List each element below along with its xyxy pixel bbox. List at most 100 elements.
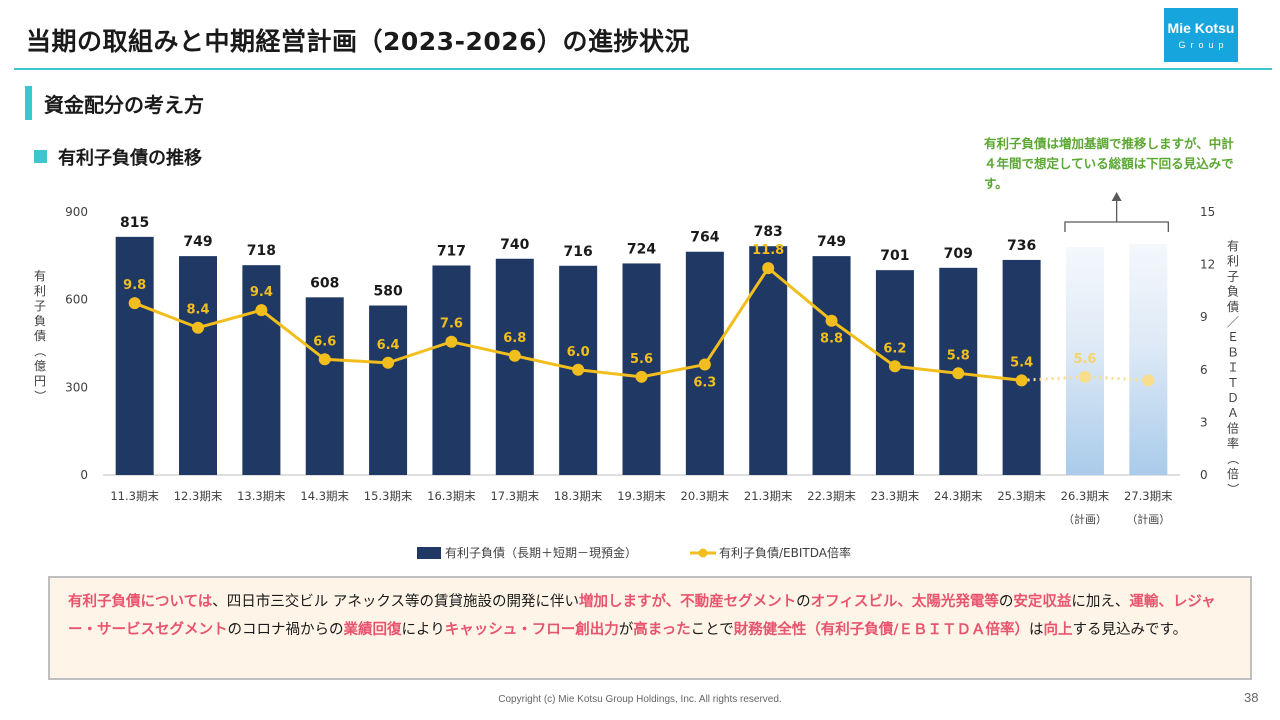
y-right-axis-label: Ａ — [1227, 406, 1239, 420]
ratio-point — [508, 349, 521, 362]
ratio-point — [445, 335, 458, 348]
y-right-tick-label: 0 — [1200, 468, 1208, 482]
bar-value-label: 783 — [754, 224, 783, 240]
y-left-axis-label: 有 — [34, 269, 46, 283]
y-left-axis-label: 利 — [34, 284, 46, 298]
y-right-axis-label: ／ — [1227, 315, 1239, 329]
bar — [432, 265, 471, 475]
bar-value-label: 749 — [183, 234, 212, 250]
summary-segment: のコロナ禍からの — [227, 621, 344, 638]
planned-bar — [1129, 244, 1168, 475]
bar — [369, 305, 408, 475]
y-right-axis-label: 倍 — [1227, 466, 1239, 481]
bar — [622, 263, 661, 475]
summary-segment: 増加しますが、不動産セグメント — [578, 594, 797, 610]
ratio-point — [255, 304, 268, 317]
x-tick-label: 25.3期末 — [997, 489, 1046, 503]
ratio-value-label: 6.8 — [503, 331, 526, 346]
bar — [242, 265, 281, 475]
summary-box: 有利子負債については、四日市三交ビル アネックス等の賃貸施設の開発に伴い増加しま… — [48, 576, 1252, 680]
y-right-tick-label: 3 — [1200, 415, 1208, 429]
bar-value-label: 736 — [1007, 238, 1036, 254]
ratio-value-label: 11.8 — [752, 243, 784, 258]
summary-segment: の — [796, 594, 811, 610]
bar — [749, 246, 788, 475]
ratio-value-label: 8.8 — [820, 332, 843, 347]
summary-segment: 業績回復 — [343, 621, 402, 638]
ratio-point — [762, 262, 775, 275]
bar-value-label: 608 — [310, 275, 339, 291]
x-tick-label: 22.3期末 — [807, 489, 856, 503]
ratio-point — [635, 370, 648, 383]
legend-bar-label: 有利子負債（長期＋短期－現預金） — [445, 545, 637, 560]
bar-value-label: 701 — [880, 248, 909, 264]
summary-segment: 有利子負債については — [68, 594, 213, 610]
section-accent-bar — [25, 86, 32, 120]
bar — [305, 297, 344, 475]
planned-bar — [1065, 247, 1104, 475]
plan-bracket — [1064, 221, 1169, 232]
x-tick-label: 16.3期末 — [427, 489, 476, 503]
page-title: 当期の取組みと中期経営計画（2023-2026）の進捗状況 — [26, 27, 691, 56]
legend-bar-swatch — [417, 547, 441, 559]
ratio-point — [128, 297, 141, 310]
summary-segment: キャッシュ・フロー創出力 — [444, 621, 619, 638]
y-right-axis-label: （ — [1226, 453, 1240, 465]
x-tick-label: 26.3期末 — [1061, 489, 1110, 503]
y-left-axis-label: ） — [33, 390, 47, 402]
x-tick-label: 21.3期末 — [744, 489, 793, 503]
y-right-tick-label: 15 — [1200, 205, 1215, 219]
ratio-point — [318, 353, 331, 366]
summary-segment: 運輸、レジャー・サービスセグメント — [68, 594, 1216, 638]
ratio-value-label: 5.6 — [1073, 352, 1096, 367]
summary-segment: により — [401, 621, 445, 638]
bar-value-label: 716 — [564, 244, 593, 260]
summary-segment: 安定収益 — [1013, 594, 1072, 610]
x-tick-label: 14.3期末 — [300, 489, 349, 503]
y-right-tick-label: 6 — [1200, 363, 1208, 377]
summary-segment: が — [618, 621, 634, 638]
bar-value-label: 718 — [247, 243, 276, 259]
subtitle-square-icon — [34, 150, 47, 163]
y-right-axis-label: 倍 — [1227, 420, 1239, 435]
y-left-axis-label: 子 — [34, 299, 46, 313]
ratio-point — [698, 358, 711, 371]
bar-value-label: 724 — [627, 241, 656, 257]
ratio-value-label: 9.8 — [123, 278, 146, 293]
ratio-value-label: 5.4 — [1010, 355, 1033, 370]
bar-value-label: 740 — [500, 237, 529, 253]
ratio-value-label: 5.6 — [630, 352, 653, 367]
x-tick-label: 24.3期末 — [934, 489, 983, 503]
ratio-point — [952, 367, 965, 380]
header-divider — [14, 68, 1272, 70]
y-right-axis-label: Ｔ — [1227, 376, 1239, 390]
summary-segment: の — [998, 594, 1014, 610]
y-right-axis-label: 率 — [1227, 436, 1239, 451]
y-left-axis-label: 億 — [34, 359, 46, 373]
ratio-point — [1142, 374, 1155, 387]
bar-value-label: 749 — [817, 234, 846, 250]
copyright: Copyright (c) Mie Kotsu Group Holdings, … — [498, 694, 782, 705]
summary-segment: に加え、 — [1071, 594, 1130, 610]
ratio-value-label: 7.6 — [440, 317, 463, 332]
x-tick-label: 18.3期末 — [554, 489, 603, 503]
y-left-tick-label: 300 — [65, 380, 88, 394]
bar-value-label: 580 — [373, 284, 402, 300]
bar-value-label: 709 — [944, 246, 973, 262]
summary-segment: 高まった — [633, 621, 691, 638]
debt-chart: 030060090003691215有利子負債（億円）有利子負債／ＥＢＩＴＤＡ倍… — [33, 192, 1240, 560]
ratio-value-label: 8.4 — [187, 303, 210, 318]
section-title: 資金配分の考え方 — [44, 93, 204, 117]
ratio-value-label: 6.4 — [377, 338, 400, 353]
y-right-axis-label: 債 — [1227, 299, 1239, 314]
plan-annotation: 有利子負債は増加基調で推移しますが、中計４年間で想定している総額は下回る見込みで… — [984, 136, 1234, 191]
legend-line-marker — [698, 548, 708, 558]
ratio-value-label: 5.8 — [947, 348, 970, 363]
y-right-tick-label: 12 — [1200, 258, 1215, 272]
x-tick-label: 13.3期末 — [237, 489, 286, 503]
x-tick-label: 20.3期末 — [681, 489, 730, 503]
bar — [812, 256, 851, 475]
ratio-point — [825, 314, 838, 327]
legend-line-label: 有利子負債/EBITDA倍率 — [719, 545, 851, 560]
y-right-axis-label: Ｂ — [1227, 345, 1239, 359]
